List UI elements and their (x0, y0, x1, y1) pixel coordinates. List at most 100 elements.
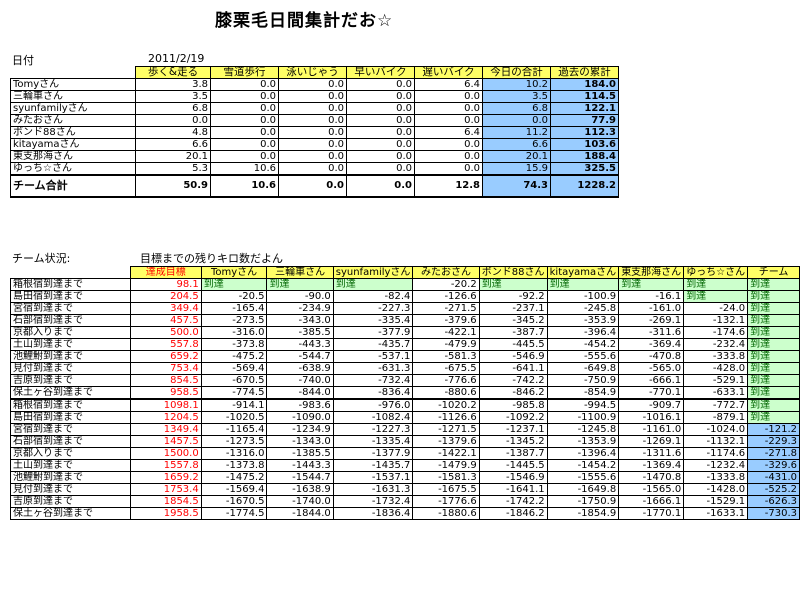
status-header-row: 達成目標 Tomyさん 三輪車さん syunfamilyさん みたおさん ボンド88さん k… (10, 266, 800, 279)
daily-value-cell: 0.0 (135, 114, 211, 127)
target-km: 1098.1 (129, 398, 202, 412)
daily-value-cell: 0.0 (210, 78, 279, 91)
remaining-km-cell: 到達 (266, 278, 334, 291)
remaining-km-cell: -165.4 (200, 302, 268, 315)
remaining-km-cell: -121.2 (747, 423, 800, 436)
team-total-cell: 0.0 (346, 174, 415, 198)
remaining-km-cell: 到達 (747, 302, 800, 315)
remaining-km-cell: 到達 (747, 314, 800, 327)
remaining-km-cell: -732.4 (332, 374, 414, 387)
team-total-cell: 0.0 (278, 174, 347, 198)
milestone-name: 吉原到達まで (10, 374, 131, 387)
remaining-km-cell: -909.7 (618, 398, 685, 412)
remaining-km-cell: -983.6 (266, 398, 334, 412)
remaining-km-cell: -879.1 (683, 411, 749, 424)
remaining-km-cell: 到達 (546, 278, 620, 291)
status-row: 島田宿到達まで 204.5 -20.5 -90.0 -82.4 -126.6 -92.2 -1… (10, 290, 800, 303)
remaining-km-cell: -431.0 (747, 471, 800, 484)
remaining-km-cell: -311.6 (618, 326, 685, 339)
remaining-km-cell: -1732.4 (332, 495, 414, 508)
remaining-km-cell: -675.5 (412, 362, 480, 375)
remaining-km-cell: -161.0 (618, 302, 685, 315)
daily-value-cell: 0.0 (482, 114, 551, 127)
remaining-km-cell: -537.1 (332, 350, 414, 363)
team-total-cell: 10.6 (210, 174, 279, 198)
daily-value-cell: 0.0 (278, 90, 347, 103)
remaining-km-cell: -1020.2 (412, 398, 480, 412)
remaining-km-cell: -1273.5 (200, 435, 268, 448)
remaining-km-cell: -1443.3 (266, 459, 334, 472)
remaining-km-cell: -1316.0 (200, 447, 268, 460)
daily-value-cell: 0.0 (210, 150, 279, 163)
remaining-km-cell: -100.9 (546, 290, 620, 303)
remaining-km-cell: -1454.2 (546, 459, 620, 472)
target-km: 1958.5 (129, 507, 202, 520)
remaining-km-cell: -1100.9 (546, 411, 620, 424)
daily-value-cell: 0.0 (210, 102, 279, 115)
daily-value-cell: 0.0 (278, 162, 347, 176)
remaining-km-cell: -387.7 (478, 326, 548, 339)
remaining-km-cell: -90.0 (266, 290, 334, 303)
remaining-km-cell: -232.4 (683, 338, 749, 351)
remaining-km-cell: -1165.4 (200, 423, 268, 436)
remaining-km-cell: -92.2 (478, 290, 548, 303)
remaining-km-cell: -976.0 (332, 398, 414, 412)
remaining-km-cell: 到達 (747, 362, 800, 375)
target-km: 98.1 (129, 278, 202, 291)
remaining-km-cell: -1670.5 (200, 495, 268, 508)
daily-header-cell: 泳いじゃう (278, 66, 347, 79)
milestone-name: 見付到達まで (10, 483, 131, 496)
daily-row: syunfamilyさん 6.8 0.0 0.0 0.0 0.0 6.8 122.1 (10, 102, 619, 115)
remaining-km-cell: -985.8 (478, 398, 548, 412)
daily-value-cell: 6.8 (135, 102, 211, 115)
status-row: 保土ヶ谷到達まで 958.5 -774.5 -844.0 -836.4 -880.6 -84… (10, 386, 800, 400)
daily-value-cell: 11.2 (482, 126, 551, 139)
daily-value-cell: 0.0 (414, 114, 483, 127)
daily-table: 歩く&走る 雪道歩行 泳いじゃう 早いバイク 遅いバイク 今日の合計 過去の累計 Tomyさん… (10, 66, 619, 198)
milestone-name: 京都入りまで (10, 326, 131, 339)
daily-value-cell: 6.4 (414, 126, 483, 139)
daily-value-cell: 0.0 (346, 162, 415, 176)
status-note: 目標までの残りキロ数だよん (140, 252, 283, 265)
member-name: syunfamilyさん (10, 102, 136, 115)
remaining-km-cell: -1387.7 (478, 447, 548, 460)
remaining-km-cell: -776.6 (412, 374, 480, 387)
status-row: 池鯉鮒到達まで 659.2 -475.2 -544.7 -537.1 -581.3 -546… (10, 350, 800, 363)
daily-value-cell: 3.5 (482, 90, 551, 103)
daily-row: Tomyさん 3.8 0.0 0.0 0.0 6.4 10.2 184.0 (10, 78, 619, 91)
status-row: 石部宿到達まで 457.5 -273.5 -343.0 -335.4 -379.6 -345… (10, 314, 800, 327)
remaining-km-cell: -750.9 (546, 374, 620, 387)
daily-value-cell: 0.0 (278, 102, 347, 115)
remaining-km-cell: -1234.9 (266, 423, 334, 436)
remaining-km-cell: 到達 (332, 278, 414, 291)
remaining-km-cell: -836.4 (332, 386, 414, 400)
milestone-name: 見付到達まで (10, 362, 131, 375)
status-row: 島田宿到達まで 1204.5 -1020.5 -1090.0 -1082.4 -1126.… (10, 411, 800, 424)
remaining-km-cell: -245.8 (546, 302, 620, 315)
daily-value-cell: 0.0 (210, 138, 279, 151)
status-header-cell: 三輪車さん (266, 266, 334, 279)
daily-value-cell: 0.0 (414, 90, 483, 103)
daily-row: 東支那海さん 20.1 0.0 0.0 0.0 0.0 20.1 188.4 (10, 150, 619, 163)
daily-value-cell: 20.1 (482, 150, 551, 163)
remaining-km-cell: -24.0 (683, 302, 749, 315)
status-row: 池鯉鮒到達まで 1659.2 -1475.2 -1544.7 -1537.1 -1581.… (10, 471, 800, 484)
status-row: 保土ヶ谷到達まで 1958.5 -1774.5 -1844.0 -1836.4 -1880… (10, 507, 800, 520)
milestone-name: 箱根宿到達まで (10, 278, 131, 291)
remaining-km-cell: 到達 (747, 374, 800, 387)
date-value: 2011/2/19 (148, 52, 205, 65)
remaining-km-cell: -544.7 (266, 350, 334, 363)
daily-value-cell: 6.4 (414, 78, 483, 91)
remaining-km-cell: -1345.2 (478, 435, 548, 448)
member-name: Tomyさん (10, 78, 136, 91)
daily-row: ゆっち☆さん 5.3 10.6 0.0 0.0 0.0 15.9 325.5 (10, 162, 619, 176)
remaining-km-cell: -1854.9 (546, 507, 620, 520)
remaining-km-cell: -237.1 (478, 302, 548, 315)
status-row: 京都入りまで 1500.0 -1316.0 -1385.5 -1377.9 -1422.1… (10, 447, 800, 460)
remaining-km-cell: -1174.6 (683, 447, 749, 460)
daily-value-cell: 0.0 (414, 102, 483, 115)
remaining-km-cell: -638.9 (266, 362, 334, 375)
daily-row: 三輪車さん 3.5 0.0 0.0 0.0 0.0 3.5 114.5 (10, 90, 619, 103)
remaining-km-cell: -20.2 (412, 278, 480, 291)
daily-header-cell: 今日の合計 (482, 66, 551, 79)
